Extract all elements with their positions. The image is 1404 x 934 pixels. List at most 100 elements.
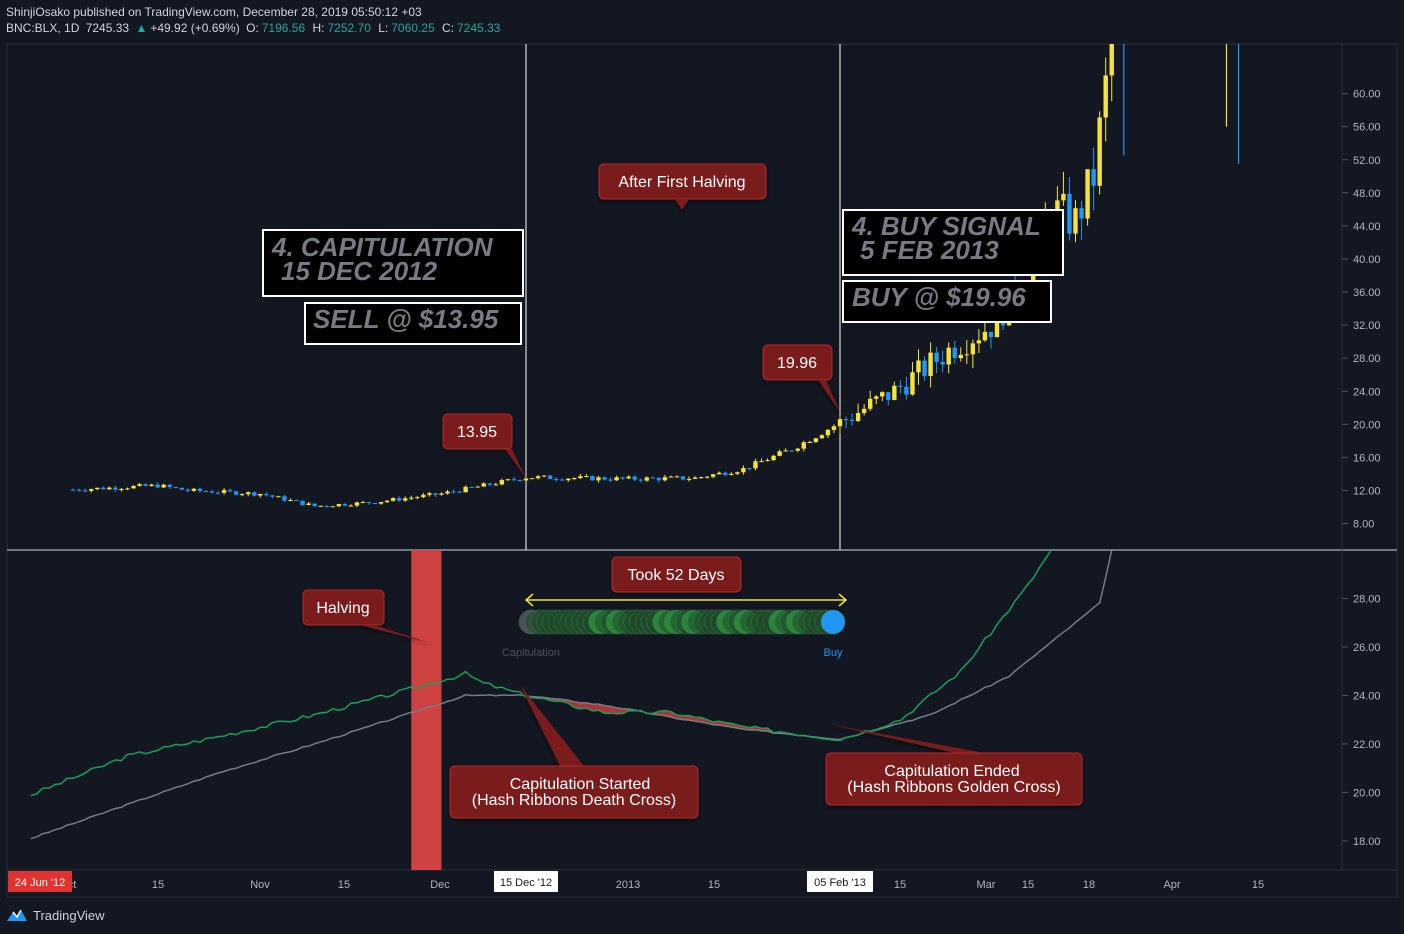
time-axis-start-label: 24 Jun '12 [8, 871, 72, 892]
candle-body [874, 396, 879, 399]
osc-tick-label: 22.00 [1353, 739, 1381, 751]
price-tick-label: 32.00 [1353, 320, 1381, 332]
candle-body [777, 451, 782, 456]
after-halving-text: After First Halving [618, 174, 745, 191]
price-axis[interactable]: 8.00 12.00 16.00 20.00 24.00 28.00 32.00 36.00 4… [1342, 89, 1381, 531]
candle-body [252, 492, 257, 496]
candle-body [270, 495, 275, 497]
candle-body [1085, 169, 1090, 219]
candle-body [324, 505, 329, 507]
brand-name: TradingView [33, 907, 105, 923]
osc-tick-label: 28.00 [1353, 593, 1381, 605]
candle-body [82, 490, 88, 492]
candle-body [487, 483, 492, 485]
close-label: C: [441, 21, 454, 35]
candle-body [837, 419, 843, 427]
candle-body [463, 486, 468, 493]
candle-body [119, 488, 124, 490]
candle-body [982, 331, 988, 341]
candle-body [650, 477, 656, 479]
candle-body [952, 347, 957, 359]
after-halving-callout[interactable]: After First Halving [598, 163, 767, 210]
candle-body [125, 488, 130, 490]
buy-text: BUY @ $19.96 [852, 282, 1026, 312]
hash-ribbon-fast-line [30, 549, 1052, 797]
candle-body [439, 493, 444, 495]
candle-body [529, 478, 535, 480]
buy-signal-box[interactable]: 4. BUY SIGNAL 5 FEB 2013 [842, 209, 1064, 276]
candle-body [372, 502, 378, 504]
candle-body [668, 476, 674, 478]
chart-canvas[interactable]: 8.00 12.00 16.00 20.00 24.00 28.00 32.00 36.00 4… [0, 0, 1404, 898]
time-tick-label: 15 [708, 879, 720, 891]
price-tick-label: 20.00 [1353, 419, 1381, 431]
capitulation-ended-callout[interactable]: Capitulation Ended (Hash Ribbons Golden … [825, 724, 1083, 806]
buy-price-callout[interactable]: 19.96 [762, 344, 840, 412]
candle-body [674, 476, 680, 478]
candle-body [433, 493, 438, 495]
osc-tick-label: 20.00 [1353, 787, 1381, 799]
capitulation-started-callout[interactable]: Capitulation Started (Hash Ribbons Death… [449, 685, 699, 819]
candle-body [185, 489, 191, 491]
candle-body [886, 392, 891, 400]
candle-body [692, 477, 698, 479]
candle-body [644, 477, 649, 481]
candle-body [149, 484, 154, 486]
candle-body [227, 490, 233, 492]
high-label: H: [312, 21, 325, 35]
osc-tick-label: 26.00 [1353, 642, 1381, 654]
candle-body [861, 408, 867, 414]
price-tick-label: 24.00 [1353, 386, 1381, 398]
buy-box[interactable]: BUY @ $19.96 [842, 280, 1052, 323]
sell-price-callout[interactable]: 13.95 [442, 413, 526, 478]
candle-body [704, 476, 710, 478]
capitulation-started-line2: (Hash Ribbons Death Cross) [472, 792, 677, 809]
candle-body [753, 461, 758, 469]
candle-body [843, 419, 849, 421]
time-axis[interactable]: ct15Nov15Dec20131515Mar1518Apr15 [68, 879, 1264, 891]
candle-body [155, 484, 160, 488]
candle-body [771, 455, 776, 461]
took-days-text: Took 52 Days [628, 567, 725, 584]
candle-body [264, 494, 269, 496]
candle-body [855, 413, 861, 421]
time-tick-label: 18 [1083, 879, 1095, 891]
halving-callout[interactable]: Halving [302, 589, 430, 643]
svg-text:05 Feb '13: 05 Feb '13 [814, 877, 866, 889]
candle-body [608, 479, 613, 481]
sell-price-text: 13.95 [457, 424, 497, 441]
candle-body [312, 503, 317, 507]
osc-tick-label: 18.00 [1353, 836, 1381, 848]
candle-body [1103, 75, 1108, 118]
candle-body [940, 361, 945, 365]
candle-body [475, 486, 480, 488]
candle-body [161, 484, 166, 488]
time-tick-label: 15 [1022, 879, 1034, 891]
time-tick-label: 15 [894, 879, 906, 891]
price-tick-label: 28.00 [1353, 353, 1381, 365]
legend-buy-label: Buy [824, 647, 843, 659]
candle-body [89, 489, 94, 491]
tradingview-brand[interactable]: TradingView [6, 907, 105, 923]
capitulation-box[interactable]: 4. CAPITULATION 15 DEC 2012 [262, 229, 524, 297]
price-tick-label: 60.00 [1353, 89, 1381, 101]
symbol-label[interactable]: BNC:BLX, 1D [6, 21, 80, 35]
took-days-callout[interactable]: Took 52 Days [611, 556, 742, 593]
candle-body [390, 498, 396, 501]
candle-body [892, 385, 897, 400]
candle-body [710, 474, 716, 477]
candle-body [421, 494, 426, 498]
candle-body [137, 484, 142, 486]
candle-body [898, 385, 903, 387]
oscillator-axis[interactable]: 18.00 20.00 22.00 24.00 26.00 28.00 [1342, 593, 1381, 848]
candle-body [964, 354, 970, 356]
candle-body [427, 493, 432, 495]
candle-body [566, 478, 571, 481]
candle-body [517, 480, 523, 482]
low-label: L: [378, 21, 389, 35]
candle-body [451, 491, 456, 493]
candle-body [590, 476, 595, 481]
price-tick-label: 56.00 [1353, 122, 1381, 134]
candle-body [831, 426, 837, 430]
sell-box[interactable]: SELL @ $13.95 [304, 302, 522, 345]
